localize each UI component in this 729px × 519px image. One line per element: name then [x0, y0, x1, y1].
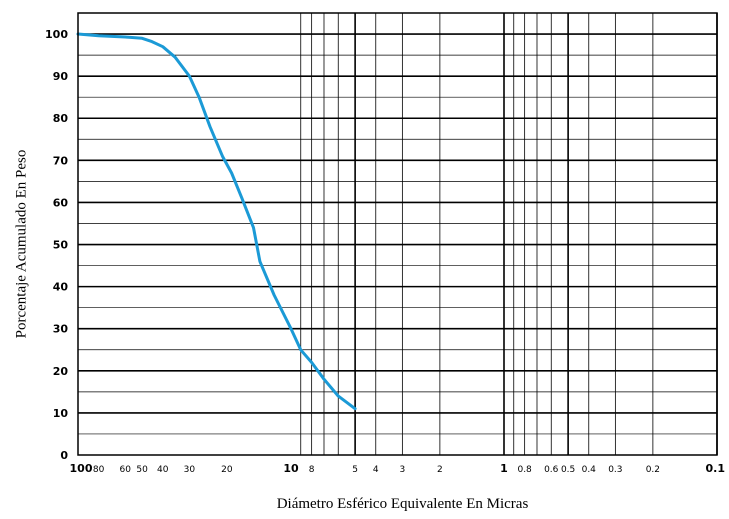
y-tick-label: 90: [53, 70, 69, 83]
x-tick-label: 60: [120, 465, 132, 475]
x-tick-label: 100: [70, 462, 93, 475]
x-tick-label: 8: [309, 465, 315, 475]
x-tick-label: 80: [93, 465, 105, 475]
y-tick-label: 30: [53, 323, 69, 336]
x-axis-title: Diámetro Esférico Equivalente En Micras: [277, 496, 529, 512]
y-tick-label: 40: [53, 281, 69, 294]
x-tick-label: 40: [157, 465, 169, 475]
x-tick-label: 5: [352, 465, 358, 475]
grid: [78, 13, 718, 455]
x-tick-label: 30: [184, 465, 196, 475]
y-axis-title: Porcentaje Acumulado En Peso: [13, 150, 29, 339]
y-tick-label: 100: [45, 28, 68, 41]
y-tick-label: 60: [53, 196, 69, 209]
series-layer: [76, 32, 357, 411]
x-tick-label: 1: [500, 462, 508, 475]
series-line-1: [76, 32, 357, 411]
y-tick-label: 70: [53, 154, 69, 167]
x-tick-label: 0.6: [544, 465, 559, 475]
y-tick-label: 0: [60, 449, 68, 462]
x-tick-labels: 100 80 60 50 40 30 20 10 8 5 4 3 2 1 0.8 0.6 0.5 0.4 0.3 0.…: [70, 462, 725, 475]
y-tick-label: 50: [53, 239, 69, 252]
y-tick-label: 20: [53, 365, 69, 378]
x-tick-label: 2: [437, 465, 443, 475]
x-tick-label: 3: [400, 465, 406, 475]
x-tick-label: 10: [283, 462, 299, 475]
x-tick-label: 0.3: [608, 465, 622, 475]
x-tick-label: 0.4: [582, 465, 597, 475]
x-tick-label: 0.1: [706, 462, 726, 475]
y-tick-label: 10: [53, 407, 69, 420]
y-tick-label: 80: [53, 112, 69, 125]
x-tick-label: 20: [221, 465, 233, 475]
x-tick-label: 4: [373, 465, 379, 475]
y-tick-labels: 0 10 20 30 40 50 60 70 80 90 100: [45, 28, 68, 462]
x-tick-label: 0.8: [517, 465, 532, 475]
x-tick-label: 50: [136, 465, 148, 475]
x-tick-label: 0.2: [646, 465, 660, 475]
x-tick-label: 0.5: [561, 465, 575, 475]
plot-frame: [77, 12, 718, 456]
